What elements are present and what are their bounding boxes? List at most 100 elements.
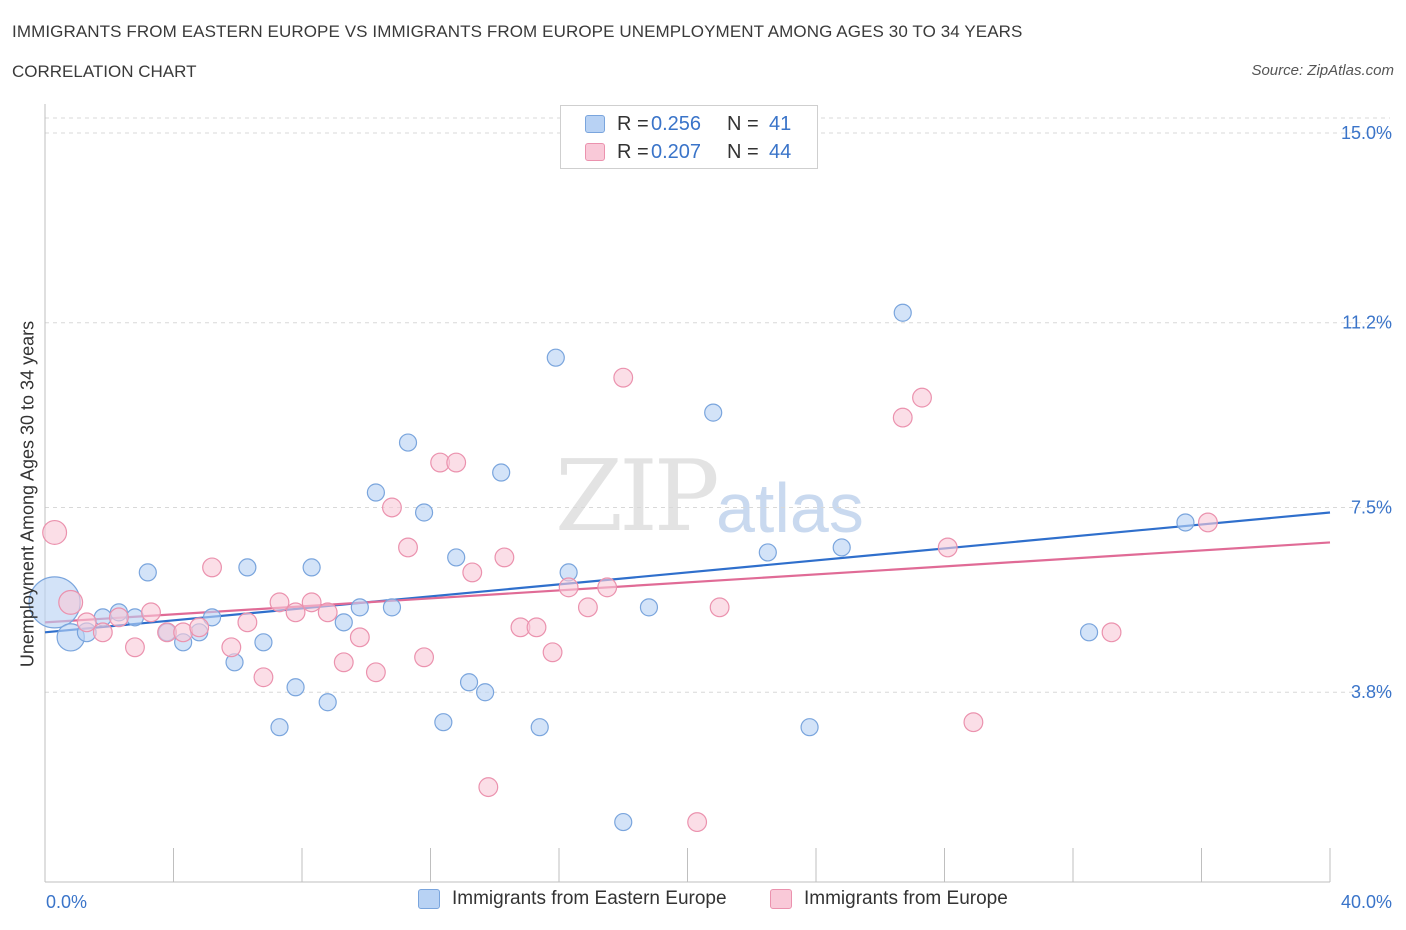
point-eastern-europe <box>800 718 819 737</box>
trend-line-eastern-europe <box>44 511 1331 634</box>
point-europe <box>285 602 306 623</box>
point-europe <box>398 537 418 558</box>
point-eastern-europe <box>202 608 222 627</box>
n-label: N = <box>727 140 759 163</box>
point-eastern-europe <box>270 718 289 737</box>
r-value: 0.256 <box>651 112 702 135</box>
point-europe <box>414 647 435 668</box>
point-europe <box>542 642 563 663</box>
blue-swatch-icon <box>585 115 605 133</box>
point-eastern-europe <box>138 563 157 582</box>
n-label: N = <box>727 112 759 135</box>
point-europe <box>317 602 338 623</box>
legend-item-eastern-europe[interactable]: Immigrants from Eastern Europe <box>418 888 727 910</box>
n-value: 44 <box>769 140 792 163</box>
point-eastern-europe <box>254 633 273 652</box>
point-europe <box>446 452 467 473</box>
point-eastern-europe <box>350 598 369 617</box>
point-europe <box>237 612 258 633</box>
point-eastern-europe <box>302 558 321 577</box>
point-eastern-europe <box>639 598 659 617</box>
y-tick-label: 7.5% <box>1351 497 1392 517</box>
point-eastern-europe <box>546 348 565 367</box>
point-europe <box>108 607 129 628</box>
point-europe <box>613 367 634 388</box>
point-europe <box>558 577 579 598</box>
point-europe <box>333 652 354 673</box>
point-europe <box>687 812 708 833</box>
point-europe <box>269 592 290 613</box>
trend-line-europe <box>44 541 1331 624</box>
chart-title: IMMIGRANTS FROM EASTERN EUROPE VS IMMIGR… <box>12 22 1023 41</box>
tick-labels: 3.8% 7.5% 11.2% 15.0% 0.0% 40.0% <box>46 123 1392 912</box>
blue-swatch-icon <box>418 889 440 909</box>
point-eastern-europe <box>758 543 777 562</box>
point-europe <box>76 612 97 633</box>
point-eastern-europe <box>434 713 453 732</box>
point-europe <box>124 637 145 658</box>
point-europe <box>478 777 499 798</box>
point-eastern-europe <box>382 598 402 617</box>
point-europe <box>462 562 483 583</box>
point-eastern-europe <box>476 683 495 702</box>
legend-row-europe: R = 0.207 N = 44 <box>585 140 791 164</box>
point-europe <box>1101 622 1122 643</box>
r-value: 0.207 <box>651 140 702 163</box>
series-legend: Immigrants from Eastern Europe Immigrant… <box>0 888 1406 916</box>
point-europe <box>301 592 322 613</box>
legend-label: Immigrants from Europe <box>804 888 1008 909</box>
y-axis-label: Unemployment Among Ages 30 to 34 years <box>17 320 38 668</box>
point-eastern-europe <box>530 718 549 737</box>
axes <box>44 104 1331 883</box>
point-eastern-europe <box>459 673 479 692</box>
pink-swatch-icon <box>770 889 792 909</box>
point-europe <box>382 497 402 518</box>
point-eastern-europe <box>125 608 145 627</box>
legend-item-europe[interactable]: Immigrants from Europe <box>770 888 1008 910</box>
r-label: R = <box>617 140 649 163</box>
point-europe <box>253 667 274 688</box>
legend-label: Immigrants from Eastern Europe <box>452 888 727 909</box>
point-europe <box>141 602 161 623</box>
point-eastern-europe <box>704 403 723 422</box>
point-eastern-europe <box>1079 623 1099 642</box>
point-eastern-europe <box>286 678 305 697</box>
point-eastern-europe <box>1176 513 1195 532</box>
x-tick-label-min: 0.0% <box>46 892 87 912</box>
legend-row-eastern-europe: R = 0.256 N = 41 <box>585 112 791 136</box>
point-europe <box>92 622 113 643</box>
point-eastern-europe <box>492 463 511 482</box>
point-eastern-europe <box>832 538 851 557</box>
point-europe <box>221 637 242 658</box>
point-europe <box>892 407 913 428</box>
point-eastern-europe <box>334 613 353 632</box>
r-label: R = <box>617 112 649 135</box>
source-attribution: Source: ZipAtlas.com <box>1251 62 1394 79</box>
point-europe <box>189 617 210 638</box>
y-tick-label: 3.8% <box>1351 682 1392 702</box>
pink-swatch-icon <box>585 143 605 161</box>
point-europe <box>202 557 222 578</box>
point-europe <box>937 537 958 558</box>
point-europe <box>42 519 68 545</box>
y-tick-label: 15.0% <box>1341 123 1392 143</box>
point-eastern-europe <box>318 693 337 712</box>
x-tick-label-max: 40.0% <box>1341 892 1392 912</box>
point-eastern-europe <box>398 433 418 452</box>
watermark-zip: ZIP <box>555 440 720 554</box>
point-eastern-europe <box>893 303 912 322</box>
point-eastern-europe <box>238 558 257 577</box>
point-europe <box>494 547 515 568</box>
point-eastern-europe <box>447 548 466 567</box>
data-points <box>28 303 1218 833</box>
n-value: 41 <box>769 112 792 135</box>
point-europe <box>58 589 84 615</box>
trend-lines <box>44 511 1331 634</box>
point-europe <box>349 627 370 648</box>
point-europe <box>577 597 598 618</box>
point-europe <box>912 387 932 408</box>
point-europe <box>963 712 984 733</box>
point-europe <box>1197 512 1218 533</box>
point-eastern-europe <box>366 483 385 502</box>
